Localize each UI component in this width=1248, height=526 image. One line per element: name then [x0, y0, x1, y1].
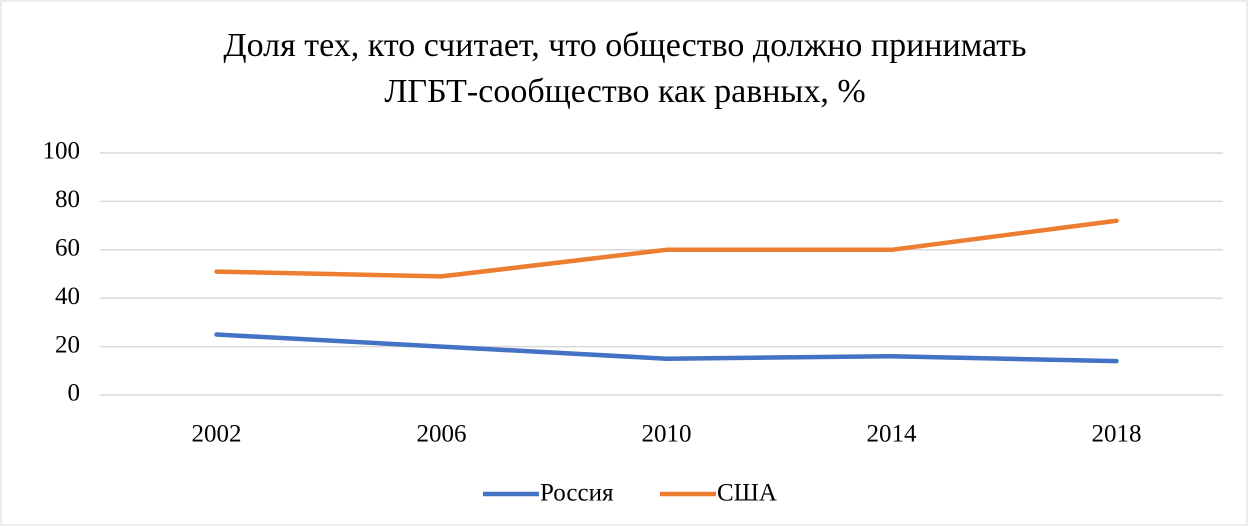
legend-label: США	[717, 480, 777, 507]
x-tick-label: 2014	[867, 421, 918, 448]
y-tick-label: 0	[68, 380, 81, 407]
chart-title: Доля тех, кто считает, что общество долж…	[223, 27, 1026, 64]
legend-label: Россия	[540, 480, 614, 507]
y-tick-label: 20	[55, 331, 80, 358]
y-tick-label: 100	[43, 138, 81, 165]
x-tick-label: 2002	[192, 421, 242, 448]
y-tick-label: 60	[55, 235, 80, 262]
x-tick-label: 2006	[417, 421, 467, 448]
line-series	[214, 332, 1119, 364]
line-series	[214, 218, 1119, 279]
chart-title: ЛГБТ-сообщество как равных, %	[384, 73, 865, 110]
y-tick-label: 40	[55, 283, 80, 310]
x-tick-label: 2018	[1092, 421, 1142, 448]
y-tick-label: 80	[55, 186, 80, 213]
x-tick-label: 2010	[642, 421, 692, 448]
